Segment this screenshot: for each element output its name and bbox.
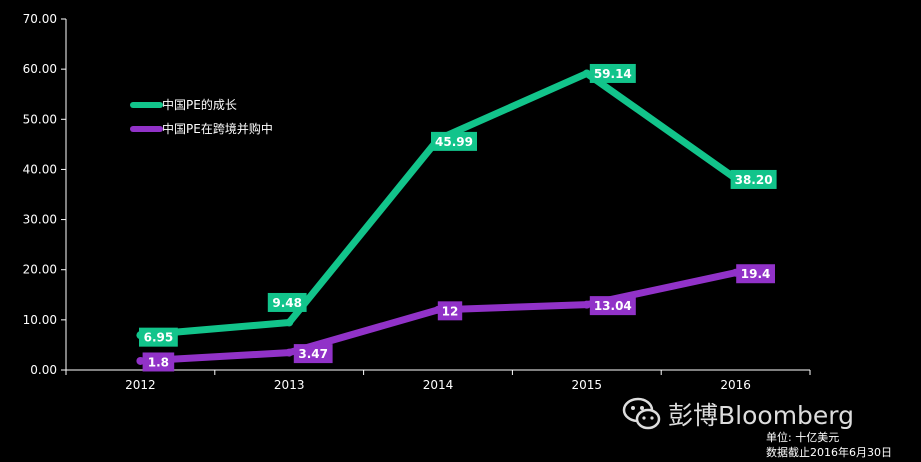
data-label-box: [736, 264, 775, 284]
data-label-box: [589, 296, 636, 316]
data-label: 13.04: [594, 299, 632, 313]
data-point: [582, 69, 591, 78]
data-label-box: [267, 292, 307, 312]
data-label: 3.47: [298, 347, 328, 361]
data-label-box: [730, 169, 777, 189]
data-label: 59.14: [594, 67, 632, 81]
data-point: [136, 356, 145, 365]
unit-note: 单位: 十亿美元: [766, 431, 840, 444]
y-tick-label: 40.00: [23, 162, 57, 176]
data-label: 45.99: [435, 135, 473, 149]
data-label-box: [142, 352, 175, 372]
data-label: 12: [442, 304, 459, 318]
data-label-box: [589, 63, 636, 83]
y-tick-label: 70.00: [23, 12, 57, 26]
legend-label: 中国PE在跨境并购中: [162, 121, 273, 136]
y-tick-label: 30.00: [23, 213, 57, 227]
data-label: 19.4: [741, 267, 771, 281]
data-label-box: [431, 131, 477, 151]
wechat-icon: [622, 397, 661, 430]
y-tick-label: 60.00: [23, 62, 57, 76]
data-label: 38.20: [735, 173, 773, 187]
data-label-box: [437, 301, 463, 321]
y-tick-label: 20.00: [23, 263, 57, 277]
y-tick-label: 50.00: [23, 112, 57, 126]
x-tick-label: 2013: [274, 378, 305, 392]
brand-name: 彭博Bloomberg: [668, 401, 854, 430]
x-tick-label: 2016: [720, 378, 751, 392]
x-tick-label: 2014: [423, 378, 454, 392]
date-note: 数据截止2016年6月30日: [766, 446, 892, 459]
data-label-box: [293, 344, 333, 364]
data-label: 9.48: [272, 296, 302, 310]
data-label: 6.95: [144, 331, 174, 345]
y-tick-label: 0.00: [30, 363, 57, 377]
brand-logo: 彭博Bloomberg: [622, 396, 854, 432]
data-point: [582, 300, 591, 309]
x-tick-label: 2012: [125, 378, 156, 392]
y-tick-label: 10.00: [23, 313, 57, 327]
data-point: [285, 348, 294, 357]
data-label-box: [139, 327, 178, 347]
series-line-1: [136, 69, 740, 339]
legend-label: 中国PE的成长: [162, 97, 237, 112]
data-point: [285, 318, 294, 327]
x-tick-label: 2015: [572, 378, 603, 392]
data-label: 1.8: [148, 355, 169, 369]
